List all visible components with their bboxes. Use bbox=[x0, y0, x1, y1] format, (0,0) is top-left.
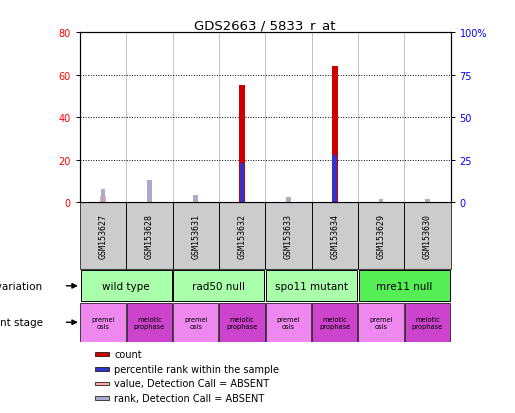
Bar bbox=[358, 303, 404, 342]
Bar bbox=[266, 271, 357, 301]
Text: genotype/variation: genotype/variation bbox=[0, 281, 43, 291]
Bar bbox=[95, 367, 109, 371]
Bar bbox=[95, 396, 109, 400]
Bar bbox=[193, 197, 198, 203]
Bar bbox=[312, 303, 357, 342]
Bar bbox=[95, 382, 109, 385]
Bar bbox=[379, 199, 383, 203]
Bar bbox=[173, 203, 219, 269]
Text: GSM153627: GSM153627 bbox=[98, 214, 108, 259]
Text: GSM153628: GSM153628 bbox=[145, 214, 154, 259]
Bar bbox=[266, 303, 311, 342]
Bar bbox=[219, 203, 265, 269]
Bar bbox=[80, 303, 126, 342]
Bar bbox=[405, 303, 450, 342]
Bar bbox=[219, 303, 265, 342]
Bar bbox=[425, 199, 430, 203]
Bar bbox=[80, 203, 126, 269]
Text: wild type: wild type bbox=[102, 281, 150, 291]
Bar bbox=[239, 86, 245, 203]
Bar bbox=[286, 198, 290, 203]
Bar bbox=[358, 203, 404, 269]
Bar bbox=[101, 189, 106, 203]
Bar bbox=[173, 303, 218, 342]
Bar bbox=[174, 271, 264, 301]
Bar bbox=[404, 203, 451, 269]
Text: development stage: development stage bbox=[0, 318, 43, 328]
Bar bbox=[312, 203, 358, 269]
Text: GSM153634: GSM153634 bbox=[330, 214, 339, 259]
Bar bbox=[95, 352, 109, 356]
Text: meiotic
prophase: meiotic prophase bbox=[134, 316, 165, 329]
Bar bbox=[193, 196, 198, 203]
Bar bbox=[359, 271, 450, 301]
Text: rank, Detection Call = ABSENT: rank, Detection Call = ABSENT bbox=[114, 393, 265, 403]
Bar bbox=[100, 197, 106, 203]
Text: meiotic
prophase: meiotic prophase bbox=[319, 316, 350, 329]
Text: mre11 null: mre11 null bbox=[376, 281, 433, 291]
Text: count: count bbox=[114, 349, 142, 359]
Bar bbox=[332, 67, 337, 203]
Bar bbox=[127, 303, 172, 342]
Text: GSM153630: GSM153630 bbox=[423, 214, 432, 259]
Bar bbox=[147, 182, 152, 203]
Text: meiotic
prophase: meiotic prophase bbox=[412, 316, 443, 329]
Bar bbox=[126, 203, 173, 269]
Bar bbox=[333, 155, 337, 203]
Bar bbox=[147, 181, 151, 203]
Text: premei
osis: premei osis bbox=[369, 316, 393, 329]
Text: GSM153632: GSM153632 bbox=[237, 214, 247, 259]
Text: rad50 null: rad50 null bbox=[193, 281, 245, 291]
Text: GSM153631: GSM153631 bbox=[191, 214, 200, 259]
Text: spo11 mutant: spo11 mutant bbox=[275, 281, 348, 291]
Text: premei
osis: premei osis bbox=[277, 316, 300, 329]
Text: premei
osis: premei osis bbox=[184, 316, 208, 329]
Bar bbox=[265, 203, 312, 269]
Text: GSM153633: GSM153633 bbox=[284, 214, 293, 259]
Text: value, Detection Call = ABSENT: value, Detection Call = ABSENT bbox=[114, 379, 270, 389]
Bar bbox=[240, 164, 244, 203]
Text: GSM153629: GSM153629 bbox=[376, 214, 386, 259]
Text: percentile rank within the sample: percentile rank within the sample bbox=[114, 364, 280, 374]
Bar bbox=[81, 271, 171, 301]
Text: premei
osis: premei osis bbox=[91, 316, 115, 329]
Text: meiotic
prophase: meiotic prophase bbox=[227, 316, 258, 329]
Title: GDS2663 / 5833_r_at: GDS2663 / 5833_r_at bbox=[195, 19, 336, 32]
